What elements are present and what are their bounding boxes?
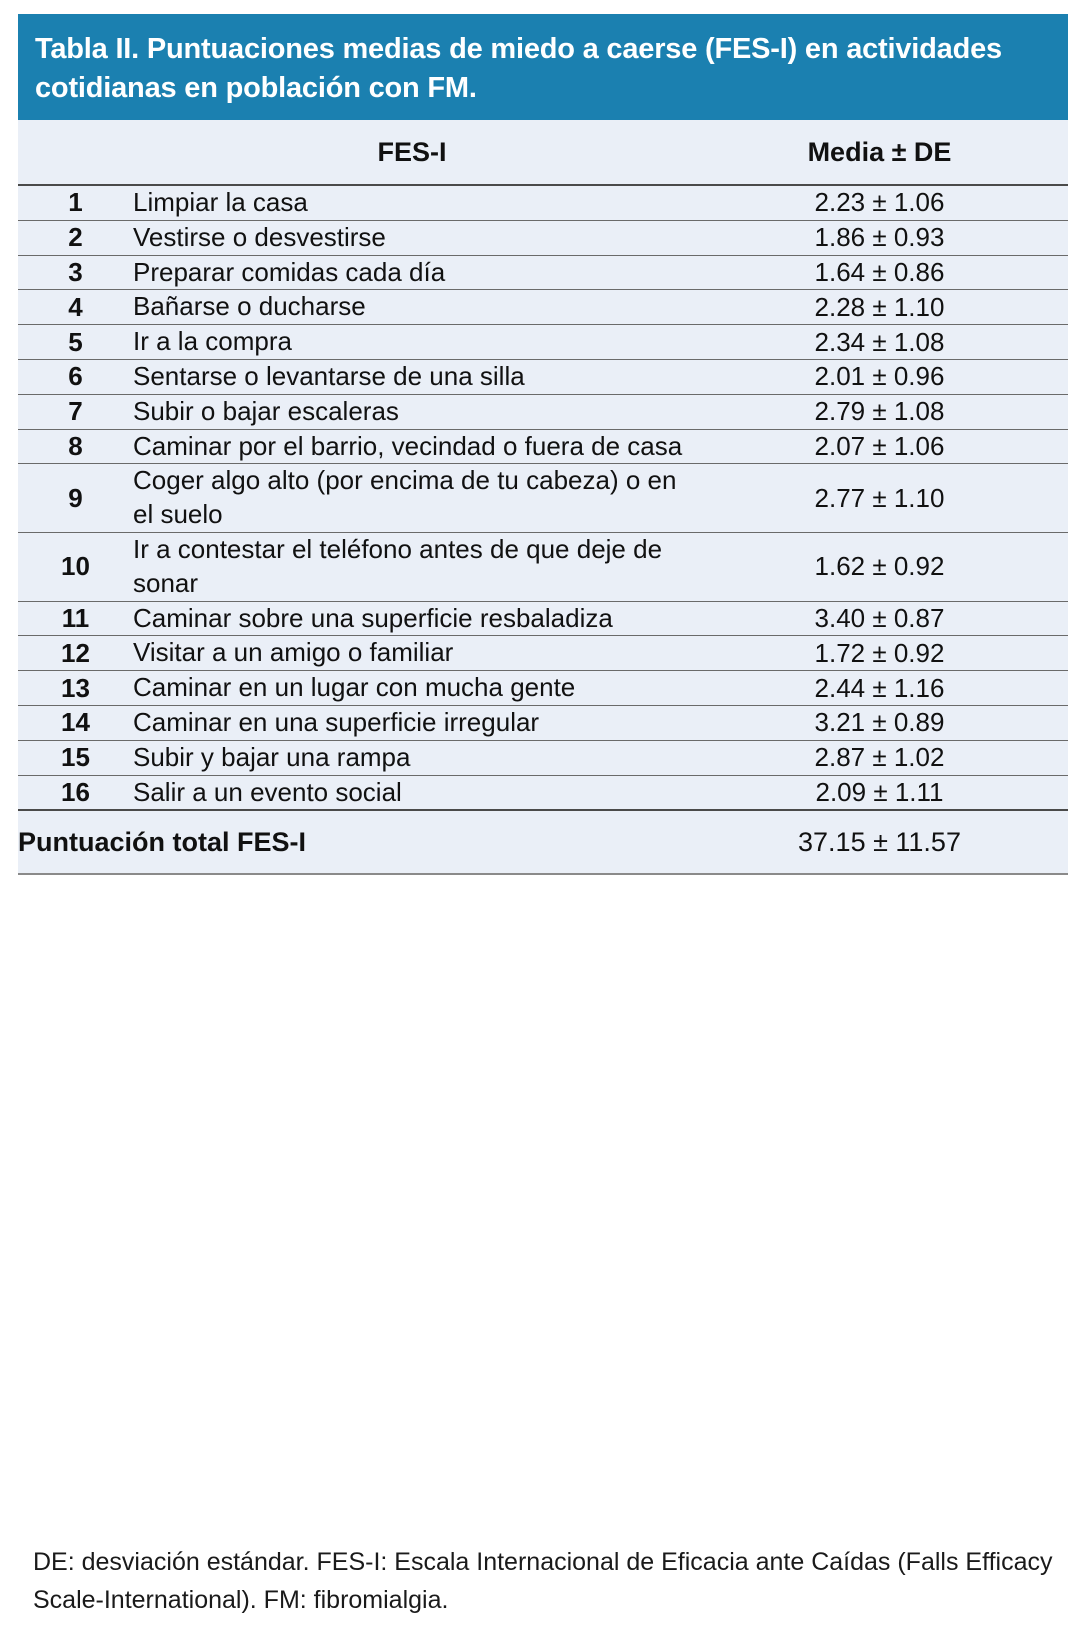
total-value: 37.15 ± 11.57: [691, 809, 1068, 876]
row-index: 16: [18, 775, 133, 811]
row-index: 4: [18, 289, 133, 326]
table-row: 7 Subir o bajar escaleras 2.79 ± 1.08: [18, 394, 1068, 430]
row-mean-sd-value: 2.09 ± 1.11: [691, 775, 1068, 811]
row-index: 1: [18, 185, 133, 221]
row-mean-sd-value: 3.21 ± 0.89: [691, 705, 1068, 741]
table-row: 2 Vestirse o desvestirse 1.86 ± 0.93: [18, 220, 1068, 256]
fesi-scores-table: FES-I Media ± DE 1 Limpiar la casa 2.23 ± …: [18, 120, 1068, 876]
row-mean-sd-value: 2.07 ± 1.06: [691, 429, 1068, 465]
row-index: 2: [18, 220, 133, 256]
row-index: 6: [18, 359, 133, 395]
table-body-rows: 1 Limpiar la casa 2.23 ± 1.06 2 Vestirse o d…: [18, 185, 1068, 811]
row-item-label: Bañarse o ducharse: [133, 289, 691, 326]
row-index: 8: [18, 429, 133, 465]
table-row: 9 Coger algo alto (por encima de tu cabez…: [18, 463, 1068, 533]
column-header-value: Media ± DE: [691, 120, 1068, 186]
table-footnote: DE: desviación estándar. FES-I: Escala I…: [33, 1548, 1053, 1614]
row-index: 5: [18, 324, 133, 360]
table-row: 16 Salir a un evento social 2.09 ± 1.11: [18, 775, 1068, 811]
row-mean-sd-value: 2.87 ± 1.02: [691, 740, 1068, 776]
row-index: 9: [18, 463, 133, 533]
table-title: Tabla II. Puntuaciones medias de miedo a…: [18, 14, 1068, 127]
row-mean-sd-value: 2.79 ± 1.08: [691, 394, 1068, 430]
table-row: 5 Ir a la compra 2.34 ± 1.08: [18, 324, 1068, 360]
row-mean-sd-value: 1.62 ± 0.92: [691, 532, 1068, 602]
total-label: Puntuación total FES-I: [18, 809, 691, 876]
table-row: 13 Caminar en un lugar con mucha gente 2.4…: [18, 670, 1068, 706]
row-mean-sd-value: 1.72 ± 0.92: [691, 635, 1068, 672]
table-footer: Puntuación total FES-I 37.15 ± 11.57: [18, 809, 1068, 876]
row-item-label: Ir a contestar el teléfono antes de que …: [133, 532, 691, 602]
row-index: 7: [18, 394, 133, 430]
row-item-label: Salir a un evento social: [133, 775, 691, 811]
row-index: 14: [18, 705, 133, 741]
row-item-label: Caminar en un lugar con mucha gente: [133, 670, 691, 706]
table-container: FES-I Media ± DE 1 Limpiar la casa 2.23 ± …: [18, 120, 1068, 876]
row-mean-sd-value: 2.01 ± 0.96: [691, 359, 1068, 395]
table-row: 15 Subir y bajar una rampa 2.87 ± 1.02: [18, 740, 1068, 776]
row-index: 13: [18, 670, 133, 706]
table-row: 11 Caminar sobre una superficie resbaladi…: [18, 601, 1068, 637]
row-item-label: Limpiar la casa: [133, 185, 691, 221]
header-row: FES-I Media ± DE: [18, 120, 1068, 186]
table-row: 14 Caminar en una superficie irregular 3.2…: [18, 705, 1068, 741]
row-item-label: Sentarse o levantarse de una silla: [133, 359, 691, 395]
table-row: 10 Ir a contestar el teléfono antes de qu…: [18, 532, 1068, 602]
row-item-label: Caminar por el barrio, vecindad o fuera …: [133, 429, 691, 465]
row-mean-sd-value: 2.34 ± 1.08: [691, 324, 1068, 360]
column-header-item: FES-I: [133, 120, 691, 186]
table-row: 12 Visitar a un amigo o familiar 1.72 ± 0.…: [18, 635, 1068, 672]
row-mean-sd-value: 2.28 ± 1.10: [691, 289, 1068, 326]
row-item-label: Visitar a un amigo o familiar: [133, 635, 691, 672]
row-item-label: Preparar comidas cada día: [133, 255, 691, 291]
row-index: 10: [18, 532, 133, 602]
row-index: 12: [18, 635, 133, 672]
row-index: 15: [18, 740, 133, 776]
row-item-label: Vestirse o desvestirse: [133, 220, 691, 256]
row-index: 3: [18, 255, 133, 291]
total-row: Puntuación total FES-I 37.15 ± 11.57: [18, 809, 1068, 876]
row-item-label: Caminar sobre una superficie resbaladiza: [133, 601, 691, 637]
table-row: 3 Preparar comidas cada día 1.64 ± 0.86: [18, 255, 1068, 291]
row-index: 11: [18, 601, 133, 637]
row-item-label: Subir o bajar escaleras: [133, 394, 691, 430]
row-mean-sd-value: 3.40 ± 0.87: [691, 601, 1068, 637]
column-header-index: [18, 120, 133, 186]
table-header: FES-I Media ± DE: [18, 120, 1068, 186]
row-mean-sd-value: 2.44 ± 1.16: [691, 670, 1068, 706]
row-mean-sd-value: 2.77 ± 1.10: [691, 463, 1068, 533]
table-row: 4 Bañarse o ducharse 2.28 ± 1.10: [18, 289, 1068, 326]
row-mean-sd-value: 1.64 ± 0.86: [691, 255, 1068, 291]
row-item-label: Coger algo alto (por encima de tu cabeza…: [133, 463, 691, 533]
table-row: 6 Sentarse o levantarse de una silla 2.01 …: [18, 359, 1068, 395]
table-row: 1 Limpiar la casa 2.23 ± 1.06: [18, 185, 1068, 221]
row-item-label: Ir a la compra: [133, 324, 691, 360]
row-mean-sd-value: 1.86 ± 0.93: [691, 220, 1068, 256]
row-item-label: Caminar en una superficie irregular: [133, 705, 691, 741]
row-item-label: Subir y bajar una rampa: [133, 740, 691, 776]
table-row: 8 Caminar por el barrio, vecindad o fuera…: [18, 429, 1068, 465]
row-mean-sd-value: 2.23 ± 1.06: [691, 185, 1068, 221]
